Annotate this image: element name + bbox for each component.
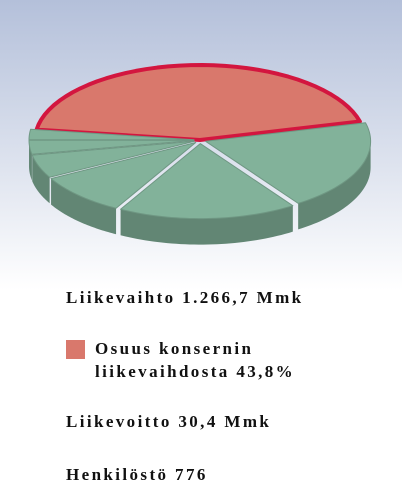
fact: Liikevoitto 30,4 Mmk xyxy=(66,412,272,431)
fact: Henkilöstö 776 xyxy=(66,465,208,484)
slice-side xyxy=(29,140,32,181)
legend-swatch xyxy=(66,340,85,359)
slice xyxy=(28,139,195,155)
slice xyxy=(34,63,362,142)
pie-chart xyxy=(28,63,372,245)
fact: Liikevaihto 1.266,7 Mmk xyxy=(66,288,304,307)
slice-side xyxy=(298,141,371,230)
slice-side xyxy=(32,155,50,204)
slice xyxy=(28,128,195,141)
slice-side xyxy=(51,178,117,235)
slice xyxy=(120,143,294,220)
slice xyxy=(31,140,195,178)
slice xyxy=(205,122,372,204)
slice xyxy=(50,142,197,209)
legend-label: Osuus konsernin liikevaihdosta 43,8% xyxy=(95,339,296,381)
